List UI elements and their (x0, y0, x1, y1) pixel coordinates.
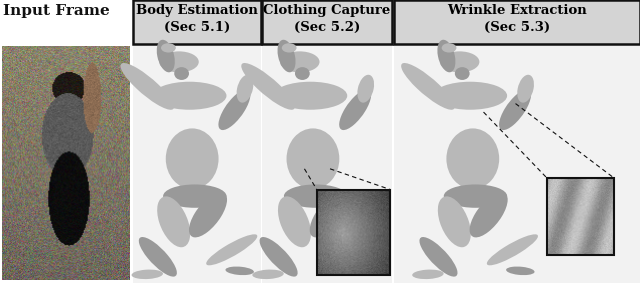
Text: Input Frame: Input Frame (3, 4, 110, 18)
Ellipse shape (470, 192, 508, 237)
Ellipse shape (225, 267, 254, 275)
Ellipse shape (152, 82, 227, 110)
Bar (262, 44, 392, 283)
Ellipse shape (517, 75, 534, 103)
Ellipse shape (139, 237, 177, 277)
Ellipse shape (357, 75, 374, 103)
Ellipse shape (437, 40, 456, 72)
Ellipse shape (157, 40, 175, 72)
Ellipse shape (282, 43, 296, 53)
Ellipse shape (284, 185, 348, 208)
Ellipse shape (252, 270, 284, 279)
Text: Clothing Capture
(Sec 5.2): Clothing Capture (Sec 5.2) (264, 4, 390, 34)
Ellipse shape (447, 128, 499, 189)
Ellipse shape (163, 185, 227, 208)
Ellipse shape (132, 270, 163, 279)
Ellipse shape (120, 63, 174, 110)
Ellipse shape (237, 75, 253, 103)
Ellipse shape (346, 267, 374, 275)
Ellipse shape (278, 40, 296, 72)
Ellipse shape (166, 128, 218, 189)
Ellipse shape (280, 52, 319, 72)
Ellipse shape (440, 52, 479, 72)
Bar (394, 44, 640, 283)
Ellipse shape (327, 234, 378, 265)
Ellipse shape (506, 267, 534, 275)
Ellipse shape (419, 237, 458, 277)
Ellipse shape (189, 192, 227, 237)
Ellipse shape (433, 82, 507, 110)
Ellipse shape (444, 185, 507, 208)
Bar (262, 0, 392, 44)
Ellipse shape (487, 234, 538, 265)
Ellipse shape (161, 43, 176, 53)
Ellipse shape (295, 67, 310, 80)
Ellipse shape (260, 237, 298, 277)
Ellipse shape (157, 196, 190, 247)
Ellipse shape (442, 43, 456, 53)
Ellipse shape (241, 63, 295, 110)
Ellipse shape (159, 52, 199, 72)
Ellipse shape (455, 67, 470, 80)
Ellipse shape (499, 89, 531, 130)
Ellipse shape (218, 89, 250, 130)
Text: Body Estimation
(Sec 5.1): Body Estimation (Sec 5.1) (136, 4, 258, 34)
Bar (133, 0, 261, 44)
Ellipse shape (174, 67, 189, 80)
Ellipse shape (412, 270, 444, 279)
Bar (317, 190, 390, 275)
Bar (394, 0, 640, 44)
Ellipse shape (273, 82, 348, 110)
Ellipse shape (287, 128, 339, 189)
Text: Wrinkle Extraction
(Sec 5.3): Wrinkle Extraction (Sec 5.3) (447, 4, 587, 34)
Ellipse shape (310, 192, 348, 237)
Ellipse shape (438, 196, 471, 247)
Bar (133, 44, 261, 283)
Ellipse shape (401, 63, 455, 110)
Ellipse shape (206, 234, 257, 265)
Bar (547, 178, 614, 255)
Ellipse shape (278, 196, 311, 247)
Ellipse shape (339, 89, 371, 130)
